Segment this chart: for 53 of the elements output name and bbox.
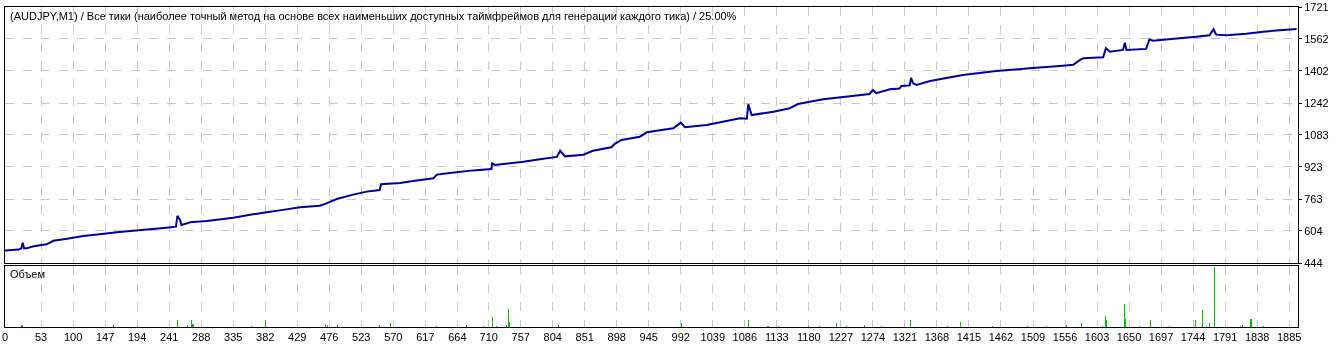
x-tick-label: 992 — [671, 331, 690, 344]
x-tick-label: 382 — [256, 331, 275, 344]
x-tick-label: 523 — [352, 331, 371, 344]
x-tick-label: 1086 — [732, 331, 758, 344]
x-tick-label: 1603 — [1084, 331, 1110, 344]
chart-title: (AUDJPY,M1) / Все тики (наиболее точный метод на основе всех наименьших доступных таймфреймов для генерации каждого тика) / 25.00% — [10, 10, 737, 22]
x-tick-label: 1556 — [1052, 331, 1078, 344]
x-tick-label: 757 — [511, 331, 530, 344]
x-tick-label: 1838 — [1244, 331, 1270, 344]
x-tick-label: 945 — [639, 331, 658, 344]
y-tick-label: 1083 — [1304, 128, 1329, 141]
y-tick-label: 1721 — [1304, 0, 1329, 13]
y-tick-label: 1402 — [1304, 64, 1329, 77]
x-tick-label: 476 — [320, 331, 339, 344]
x-tick-label: 429 — [288, 331, 307, 344]
y-tick-label: 604 — [1304, 224, 1323, 237]
x-tick-label: 1368 — [924, 331, 950, 344]
x-tick-label: 710 — [479, 331, 498, 344]
x-tick-label: 804 — [543, 331, 562, 344]
x-tick-label: 1509 — [1020, 331, 1046, 344]
x-tick-label: 194 — [127, 331, 147, 344]
x-tick-label: 1039 — [700, 331, 726, 344]
x-tick-label: 1415 — [956, 331, 982, 344]
x-tick-label: 288 — [192, 331, 211, 344]
chart-title: Объем — [10, 268, 46, 280]
x-tick-label: 1133 — [765, 331, 789, 344]
x-tick-label: 241 — [160, 331, 179, 344]
y-tick-label: 923 — [1304, 160, 1323, 173]
y-tick-label: 763 — [1304, 192, 1323, 205]
line-series — [5, 28, 1298, 252]
x-tick-label: 570 — [384, 331, 403, 344]
x-tick-label: 1885 — [1276, 331, 1302, 344]
x-tick-label: 1462 — [988, 331, 1014, 344]
x-tick-label: 335 — [224, 331, 243, 344]
y-tick-label: 1242 — [1304, 96, 1329, 109]
x-tick-label: 1274 — [860, 331, 886, 344]
x-tick-label: 1744 — [1180, 331, 1206, 344]
x-tick-label: 1321 — [892, 331, 918, 344]
x-tick-label: 1697 — [1148, 331, 1174, 344]
x-tick-label: 0 — [1, 331, 9, 344]
x-tick-label: 53 — [34, 331, 48, 344]
x-tick-label: 851 — [575, 331, 594, 344]
x-tick-label: 898 — [607, 331, 626, 344]
x-tick-label: 1227 — [828, 331, 854, 344]
y-tick-label: 1562 — [1304, 32, 1329, 45]
x-tick-label: 147 — [95, 331, 115, 344]
x-tick-label: 664 — [448, 331, 467, 344]
x-tick-label: 1180 — [797, 331, 821, 344]
x-tick-label: 617 — [416, 331, 435, 344]
x-tick-label: 1791 — [1212, 331, 1238, 344]
x-tick-label: 1650 — [1116, 331, 1142, 344]
x-tick-label: 100 — [63, 331, 83, 344]
y-tick-label: 444 — [1304, 256, 1323, 269]
